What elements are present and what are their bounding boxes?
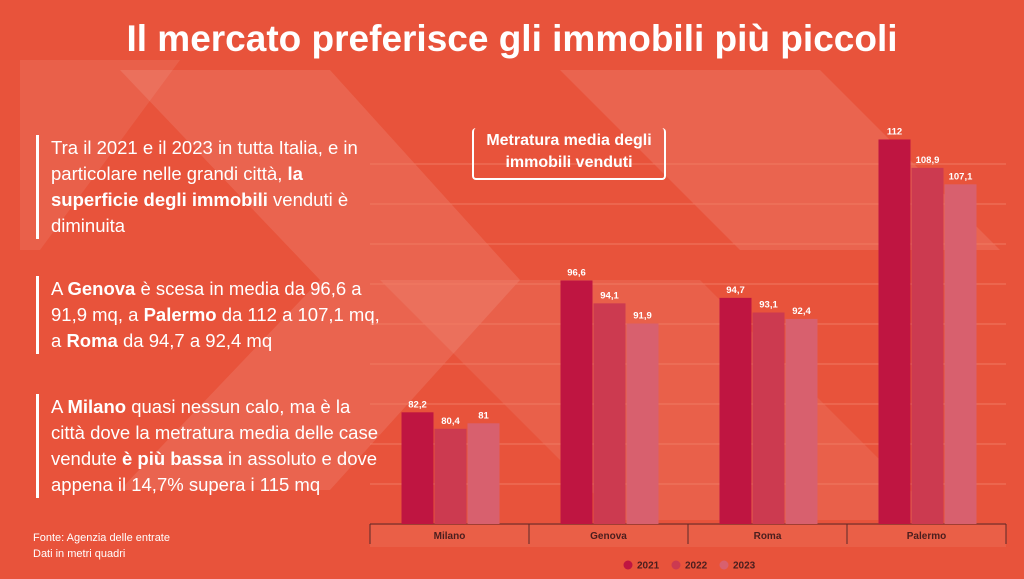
bold-text: è più bassa	[121, 448, 223, 469]
x-tick-label: Milano	[434, 531, 466, 542]
value-label: 112	[887, 126, 902, 137]
legend-marker	[719, 560, 729, 570]
paragraph: Tra il 2021 e il 2023 in tutta Italia, e…	[36, 135, 383, 239]
value-label: 107,1	[949, 171, 973, 182]
bar	[560, 280, 593, 524]
value-label: 96,6	[567, 267, 586, 278]
bar	[626, 323, 659, 524]
bold-text: Palermo	[143, 304, 217, 325]
paragraph: A Milano quasi nessun calo, ma è la citt…	[36, 394, 383, 498]
source: Fonte: Agenzia delle entrate	[33, 532, 170, 544]
bold-text: Genova	[67, 278, 136, 299]
value-label: 80,4	[441, 416, 460, 427]
bold-text: Milano	[67, 396, 127, 417]
bar	[719, 297, 752, 524]
bold-text: Roma	[66, 330, 118, 351]
value-label: 93,1	[759, 300, 778, 311]
bar	[434, 428, 467, 524]
legend-marker	[671, 560, 681, 570]
legend-marker	[623, 560, 633, 570]
bold-text: la superficie degli immobili	[51, 163, 303, 210]
value-label: 82,2	[408, 399, 427, 410]
bg-shape	[20, 60, 180, 250]
bar	[467, 423, 500, 524]
value-label: 91,9	[633, 310, 652, 321]
title: Il mercato preferisce gli immobili più p…	[126, 18, 898, 59]
text: quasi nessun calo, ma è la città dove la…	[51, 396, 379, 469]
paragraph: A Genova è scesa in media da 96,6 a 91,9…	[36, 276, 383, 354]
source: Dati in metri quadri	[33, 548, 126, 560]
text: venduti è diminuita	[51, 189, 349, 236]
bar	[878, 139, 911, 524]
text: A	[51, 278, 68, 299]
bar	[785, 318, 818, 524]
legend-label: 2023	[733, 561, 756, 572]
bar	[401, 412, 434, 524]
text: è scesa in media da 96,6 a 91,9 mq, a	[51, 278, 362, 325]
value-label: 92,4	[792, 306, 811, 317]
bar	[593, 303, 626, 524]
legend-label: 2021	[637, 561, 660, 572]
value-label: 108,9	[916, 155, 940, 166]
value-label: 81	[478, 410, 489, 421]
value-label: 94,1	[600, 290, 619, 301]
x-tick-label: Palermo	[907, 531, 946, 542]
bg-shape	[120, 70, 520, 490]
legend-label: 2022	[685, 561, 708, 572]
bar	[752, 312, 785, 524]
x-tick-label: Genova	[590, 531, 627, 542]
text: A	[51, 396, 68, 417]
text: da 94,7 a 92,4 mq	[117, 330, 273, 351]
text: da 112 a 107,1 mq, a	[51, 304, 380, 351]
bar	[911, 167, 944, 525]
text: in assoluto e dove appena il 14,7% super…	[51, 448, 378, 495]
bar	[944, 184, 977, 524]
chart-title: Metratura media degli immobili venduti	[472, 128, 666, 180]
bg-shape	[380, 70, 1000, 250]
text: Tra il 2021 e il 2023 in tutta Italia, e…	[51, 137, 358, 184]
value-label: 94,7	[726, 285, 745, 296]
x-tick-label: Roma	[754, 531, 782, 542]
